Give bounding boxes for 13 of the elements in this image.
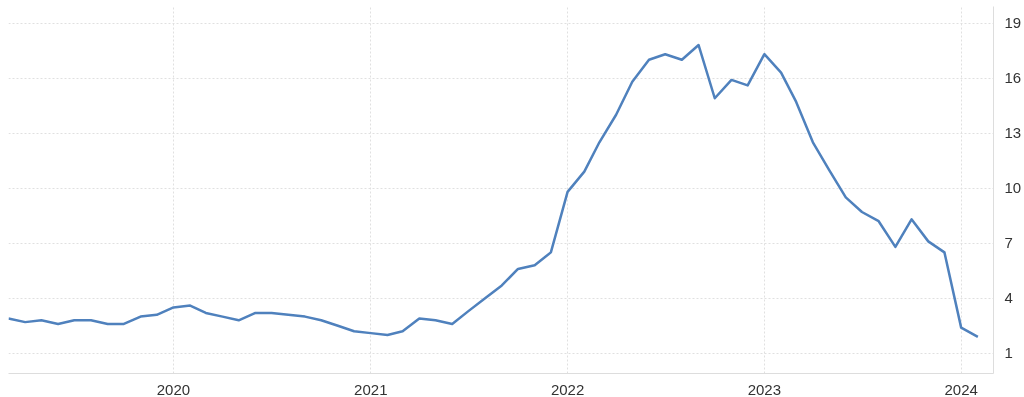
y-tick-label: 1 xyxy=(1004,344,1013,362)
line-series xyxy=(8,43,980,339)
y-tick-label: 19 xyxy=(1004,14,1022,32)
x-tick-label: 2021 xyxy=(354,380,388,397)
x-tick-label: 2020 xyxy=(156,380,191,397)
x-tick-label: 2024 xyxy=(944,380,978,397)
y-tick-label: 10 xyxy=(1004,179,1022,197)
y-tick-label: 7 xyxy=(1004,234,1013,252)
y-tick-label: 13 xyxy=(1004,124,1022,142)
x-tick-label: 2022 xyxy=(550,380,585,397)
y-tick-label: 16 xyxy=(1004,69,1022,87)
x-tick-label: 2023 xyxy=(747,380,782,397)
y-tick-label: 4 xyxy=(1004,289,1013,307)
